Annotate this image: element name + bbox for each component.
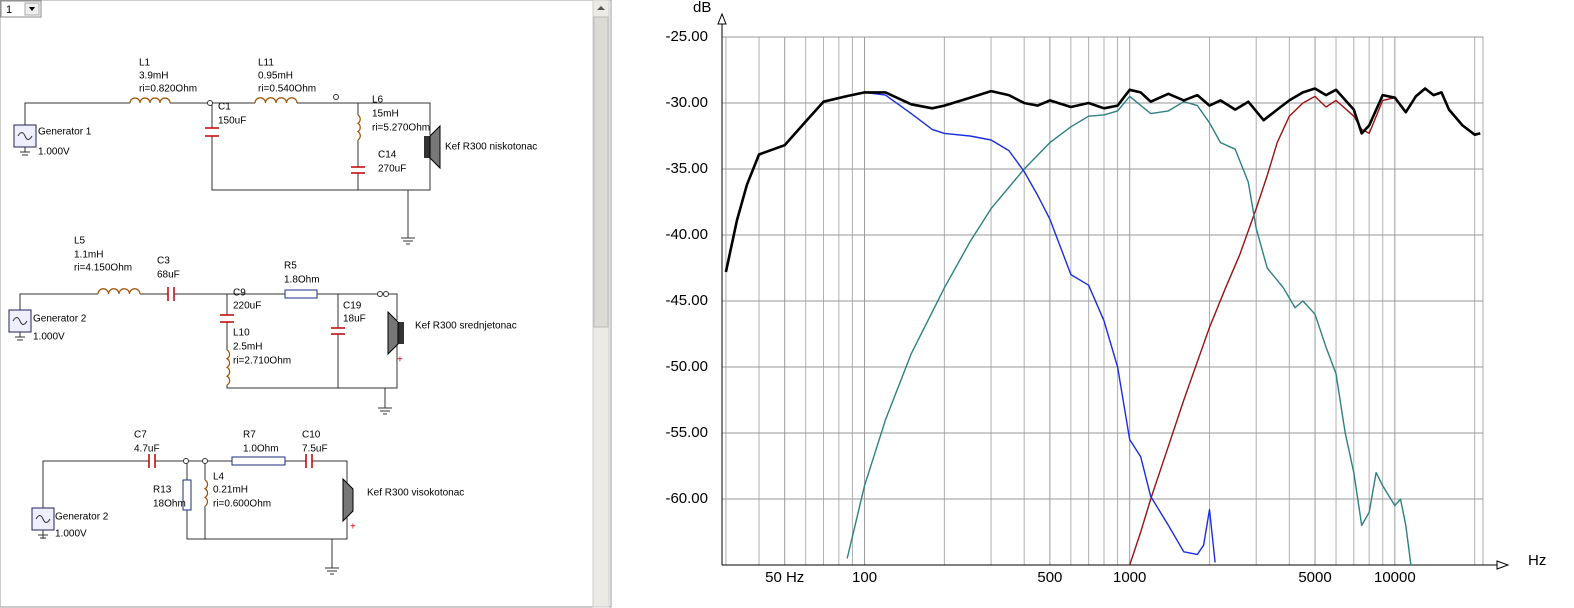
selector-value: 1 [6, 4, 12, 16]
component-label: 7.5uF [302, 444, 328, 455]
component-label: L11 [258, 58, 274, 69]
component-label: C7 [134, 430, 147, 441]
circuit-1 [13, 94, 441, 245]
component-label: Generator 2 [33, 314, 87, 325]
frequency-response-chart: dB Hz -25.00 -30.00 -35.00 -40.00 -45.00 -50.… [665, 0, 1546, 586]
svg-text:+: + [350, 522, 356, 533]
component-label: R13 [153, 485, 172, 496]
y-tick-label: -30.00 [665, 94, 708, 111]
component-label: ri=2.710Ohm [233, 356, 291, 367]
component-label: Kef R300 visokotonac [367, 488, 464, 499]
component-label: C10 [302, 430, 321, 441]
component-label: 220uF [233, 301, 261, 312]
component-label: 3.9mH [139, 71, 168, 82]
response-line [823, 91, 1216, 563]
component-label: 68uF [157, 270, 180, 281]
component-label: ri=4.150Ohm [74, 263, 132, 274]
component-label: Kef R300 srednjetonac [415, 321, 517, 332]
y-tick-label: -50.00 [665, 358, 708, 375]
component-label: L6 [372, 95, 384, 106]
component-label: ri=0.600Ohm [213, 499, 271, 510]
component-label: 1.000V [33, 332, 65, 343]
y-tick-label: -40.00 [665, 226, 708, 243]
component-label: ri=0.540Ohm [258, 84, 316, 95]
component-label: 0.21mH [213, 485, 248, 496]
x-tick-label: 50 Hz [765, 569, 804, 586]
component-label: 18uF [343, 314, 366, 325]
axis [721, 15, 1505, 566]
y-tick-label: -35.00 [665, 160, 708, 177]
component-label: 2.5mH [233, 342, 262, 353]
component-label: 150uF [218, 116, 246, 127]
y-axis-label: dB [693, 0, 711, 16]
component-label: ri=0.820Ohm [139, 84, 197, 95]
component-label: 1.1mH [74, 250, 103, 261]
component-label: Kef R300 niskotonac [445, 142, 537, 153]
component-label: C19 [343, 301, 362, 312]
scrollbar-thumb[interactable] [593, 16, 609, 328]
x-tick-label: 1000 [1113, 569, 1146, 586]
component-label: C3 [157, 256, 170, 267]
component-label: 0.95mH [258, 71, 293, 82]
y-tick-label: -45.00 [665, 292, 708, 309]
component-label: L5 [74, 236, 86, 247]
component-label: 1.0Ohm [243, 444, 279, 455]
x-tick-label: 5000 [1298, 569, 1331, 586]
component-label: L1 [139, 58, 151, 69]
schematic-panel [0, 0, 612, 608]
x-tick-label: 100 [852, 569, 877, 586]
axis-arrow [717, 12, 1510, 570]
svg-text:+: + [397, 355, 403, 366]
schematic: + + L1 3.9mH ri=0.820Ohm L11 0.95mH ri=0.540O… [8, 58, 537, 575]
y-tick-label: -60.00 [665, 490, 708, 507]
circuit-2: + [8, 287, 404, 415]
component-label: C9 [233, 288, 246, 299]
component-label: Generator 2 [55, 512, 109, 523]
component-label: 270uF [378, 164, 406, 175]
response-line [846, 95, 1412, 566]
component-label: C1 [218, 102, 231, 113]
component-label: L10 [233, 328, 250, 339]
component-label: 4.7uF [134, 444, 160, 455]
scroll-up[interactable] [597, 6, 605, 10]
circuit-3: + [31, 454, 356, 575]
component-label: 1.8Ohm [284, 275, 320, 286]
component-label: C14 [378, 150, 397, 161]
component-label: 18Ohm [153, 499, 186, 510]
component-label: R5 [284, 261, 297, 272]
component-label: Generator 1 [38, 127, 92, 138]
selector-arrow [29, 7, 35, 11]
x-tick-label: 10000 [1374, 569, 1416, 586]
component-label: 1.000V [38, 147, 70, 158]
response-line [724, 87, 1481, 273]
x-axis-label: Hz [1528, 552, 1546, 569]
component-label: L4 [213, 472, 225, 483]
x-tick-label: 500 [1037, 569, 1062, 586]
component-label: 15mH [372, 109, 399, 120]
y-tick-label: -55.00 [665, 424, 708, 441]
component-label: 1.000V [55, 529, 87, 540]
y-tick-label: -25.00 [665, 28, 708, 45]
component-label: R7 [243, 430, 256, 441]
component-label: ri=5.270Ohm [372, 123, 430, 134]
